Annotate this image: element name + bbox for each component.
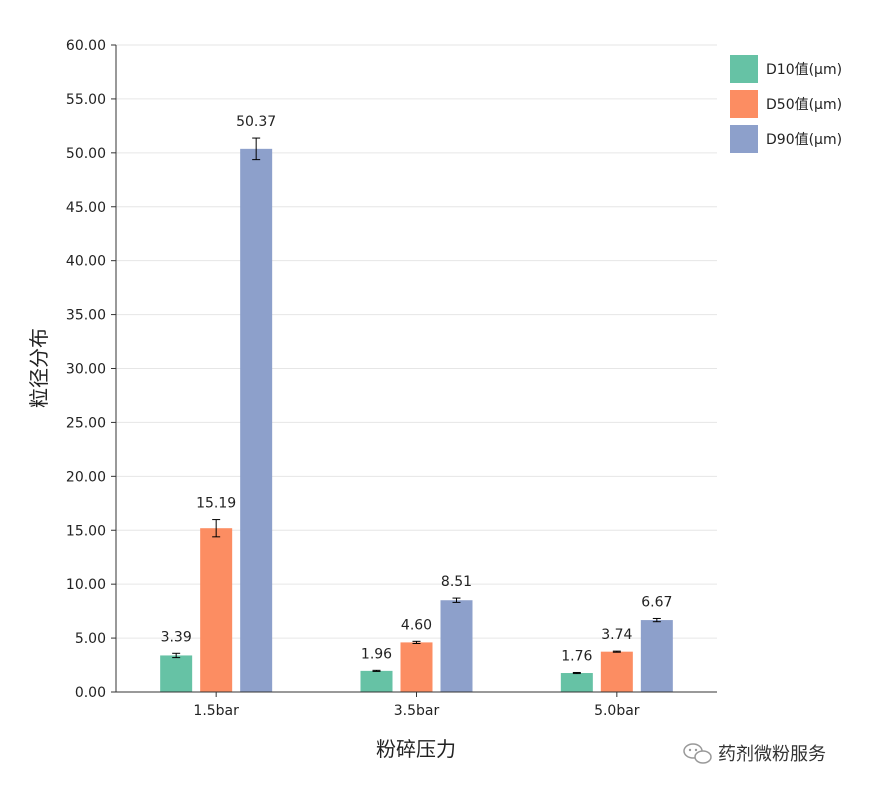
y-tick-label: 35.00	[66, 308, 106, 324]
legend-swatch	[730, 90, 758, 118]
y-tick-label: 55.00	[66, 92, 106, 108]
y-tick-label: 20.00	[66, 469, 106, 485]
x-tick-label: 3.5bar	[394, 703, 440, 719]
bar	[160, 655, 193, 692]
y-axis-ticks: 0.00 5.00 10.00 15.00 20.00 25.00 30.00 35.00 40…	[66, 38, 116, 701]
bar	[560, 673, 593, 692]
bar	[400, 642, 433, 692]
x-axis-ticks: 1.5bar 3.5bar 5.0bar	[193, 692, 640, 719]
y-tick-label: 45.00	[66, 200, 106, 216]
bar	[600, 651, 633, 692]
watermark-text: 药剂微粉服务	[718, 744, 826, 765]
bar	[200, 528, 233, 692]
y-tick-label: 30.00	[66, 362, 106, 378]
y-tick-label: 25.00	[66, 415, 106, 431]
data-label: 4.60	[401, 617, 432, 633]
y-tick-label: 50.00	[66, 146, 106, 162]
data-label: 8.51	[441, 574, 472, 590]
legend-swatch	[730, 125, 758, 153]
y-tick-label: 0.00	[75, 685, 106, 701]
y-tick-label: 15.00	[66, 523, 106, 539]
x-tick-label: 1.5bar	[193, 703, 239, 719]
legend-swatch	[730, 55, 758, 83]
x-tick-label: 5.0bar	[594, 703, 640, 719]
legend-label: D90值(μm)	[766, 132, 842, 148]
watermark: 药剂微粉服务	[683, 743, 826, 765]
data-label: 1.76	[561, 648, 592, 664]
bar	[640, 620, 673, 692]
bar	[240, 148, 273, 692]
y-axis-title: 粒径分布	[27, 328, 51, 408]
data-label: 6.67	[641, 594, 672, 610]
bars: 3.39 15.19 50.37 1.96 4.60 8.51 1.76 3.74 6.67	[160, 114, 673, 692]
bar	[440, 600, 473, 692]
y-tick-label: 60.00	[66, 38, 106, 54]
y-tick-label: 40.00	[66, 254, 106, 270]
x-axis-title: 粉碎压力	[376, 737, 456, 761]
legend: D10值(μm) D50值(μm) D90值(μm)	[730, 55, 842, 153]
data-label: 3.74	[601, 627, 632, 643]
y-tick-label: 10.00	[66, 577, 106, 593]
data-label: 3.39	[161, 629, 192, 645]
legend-label: D50值(μm)	[766, 97, 842, 113]
data-label: 15.19	[196, 496, 236, 512]
wechat-icon	[683, 743, 712, 764]
data-label: 1.96	[361, 646, 392, 662]
data-label: 50.37	[236, 114, 276, 130]
legend-label: D10值(μm)	[766, 62, 842, 78]
y-tick-label: 5.00	[75, 631, 106, 647]
bar	[360, 670, 393, 692]
